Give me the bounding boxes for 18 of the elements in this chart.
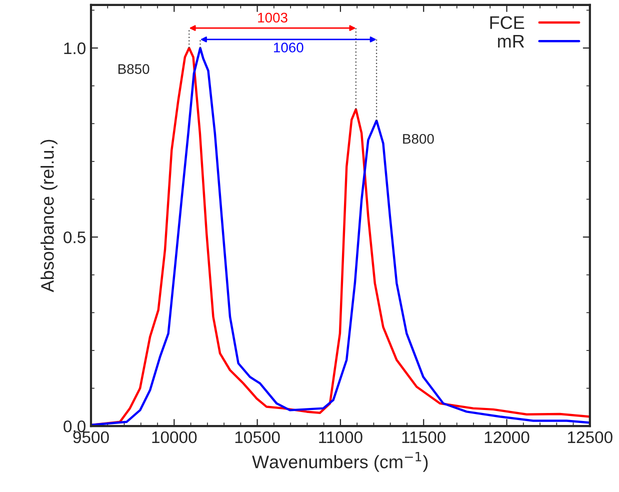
y-axis-title: Absorbance (rel.u.) (40, 140, 58, 292)
annotation: B850 (118, 64, 150, 74)
annotation: 1003 (258, 12, 288, 23)
annotation: 1060 (274, 42, 304, 52)
x-tick-label: 11500 (402, 431, 446, 444)
x-tick-label: 12500 (568, 431, 612, 444)
x-tick-label: 11000 (319, 431, 362, 444)
annotation: B800 (403, 134, 434, 144)
legend-label: FCE (490, 16, 524, 30)
y-tick-label: 0.5 (64, 231, 86, 244)
y-tick-label: 1.0 (64, 42, 86, 54)
x-axis-title: Wavenumbers (cm$^{−1}$) (252, 452, 428, 472)
x-tick-label: 9500 (73, 431, 109, 444)
x-tick-label: 10000 (152, 431, 197, 444)
legend-label: mR (498, 35, 524, 48)
y-tick-label: 0.0 (64, 420, 86, 432)
x-tick-label: 10500 (235, 431, 280, 444)
x-tick-label: 12000 (484, 431, 530, 444)
